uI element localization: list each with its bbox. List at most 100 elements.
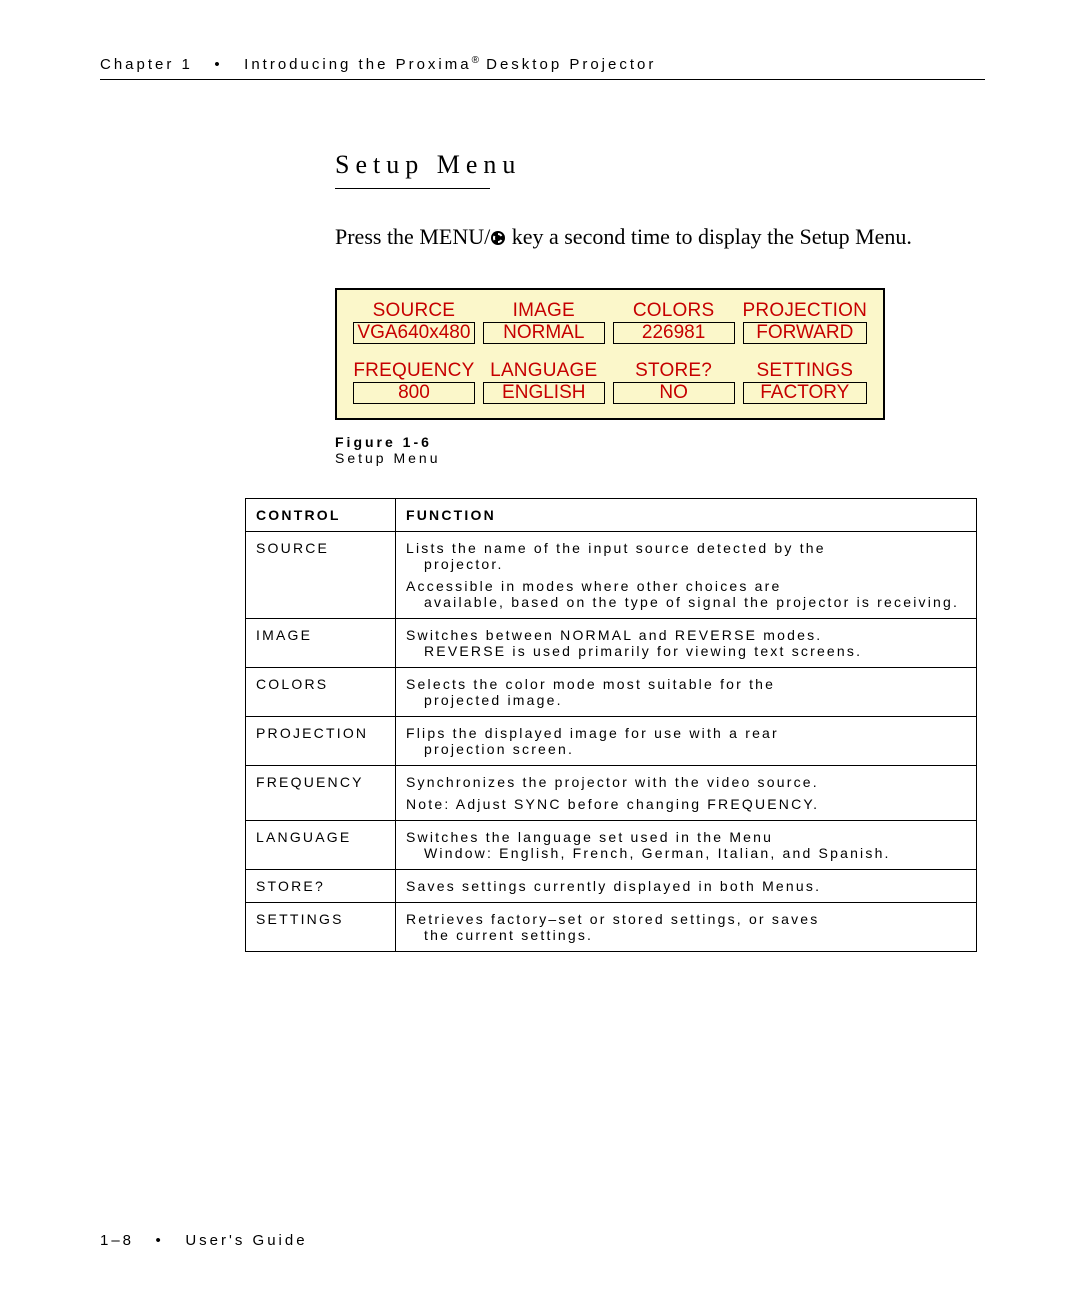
menu-value: ENGLISH <box>483 382 605 404</box>
menu-label: FREQUENCY <box>353 360 475 382</box>
func-block: Retrieves factory–set or stored settings… <box>406 911 966 943</box>
menu-label: COLORS <box>613 300 735 322</box>
func-block: Switches between NORMAL and REVERSE mode… <box>406 627 966 659</box>
table-row: COLORS Selects the color mode most suita… <box>246 667 977 716</box>
func-block: Selects the color mode most suitable for… <box>406 676 966 708</box>
menu-value: 800 <box>353 382 475 404</box>
header-rule <box>100 79 985 80</box>
menu-item-projection: PROJECTION FORWARD <box>743 300 867 344</box>
table-row: PROJECTION Flips the displayed image for… <box>246 716 977 765</box>
table-head-row: CONTROL FUNCTION <box>246 498 977 531</box>
func-lead: Switches between NORMAL and REVERSE mode… <box>406 627 822 643</box>
menu-row-spacer <box>353 344 867 360</box>
menu-value: NORMAL <box>483 322 605 344</box>
figure-number: Figure 1-6 <box>335 434 432 450</box>
th-function: FUNCTION <box>396 498 977 531</box>
page-number: 1–8 <box>100 1232 134 1249</box>
func-block: Accessible in modes where other choices … <box>406 578 966 610</box>
menu-item-colors: COLORS 226981 <box>613 300 735 344</box>
menu-value: NO <box>613 382 735 404</box>
menu-value: VGA640x480 <box>353 322 475 344</box>
th-control: CONTROL <box>246 498 396 531</box>
func-lead: Retrieves factory–set or stored settings… <box>406 911 819 927</box>
menu-label: SOURCE <box>353 300 475 322</box>
table-row: FREQUENCY Synchronizes the projector wit… <box>246 765 977 820</box>
func-rest: available, based on the type of signal t… <box>406 594 966 610</box>
cell-function: Flips the displayed image for use with a… <box>396 716 977 765</box>
chapter-text-a: Introducing the Proxima <box>244 56 471 73</box>
control-table-wrap: CONTROL FUNCTION SOURCE Lists the name o… <box>245 498 977 952</box>
func-lead: Accessible in modes where other choices … <box>406 578 782 594</box>
table-row: IMAGE Switches between NORMAL and REVERS… <box>246 618 977 667</box>
bullet: • <box>214 56 222 73</box>
table-row: LANGUAGE Switches the language set used … <box>246 820 977 869</box>
control-function-table: CONTROL FUNCTION SOURCE Lists the name o… <box>245 498 977 952</box>
func-lead: Saves settings currently displayed in bo… <box>406 878 821 894</box>
figure-caption-text: Setup Menu <box>335 450 441 466</box>
menu-value: 226981 <box>613 322 735 344</box>
func-lead: Lists the name of the input source detec… <box>406 540 826 556</box>
cell-function: Retrieves factory–set or stored settings… <box>396 902 977 951</box>
func-block: Switches the language set used in the Me… <box>406 829 966 861</box>
menu-key-icon <box>490 225 506 254</box>
cell-function: Saves settings currently displayed in bo… <box>396 869 977 902</box>
func-rest: Window: English, French, German, Italian… <box>406 845 966 861</box>
func-lead: Selects the color mode most suitable for… <box>406 676 775 692</box>
figure-caption: Figure 1-6 Setup Menu <box>335 434 980 466</box>
func-lead: Flips the displayed image for use with a… <box>406 725 779 741</box>
cell-function: Switches between NORMAL and REVERSE mode… <box>396 618 977 667</box>
menu-item-source: SOURCE VGA640x480 <box>353 300 475 344</box>
func-block: Synchronizes the projector with the vide… <box>406 774 966 790</box>
cell-control: LANGUAGE <box>246 820 396 869</box>
func-lead: Synchronizes the projector with the vide… <box>406 774 819 790</box>
intro-paragraph: Press the MENU/ key a second time to dis… <box>335 223 980 254</box>
page-footer: 1–8 • User's Guide <box>100 1232 308 1249</box>
cell-function: Switches the language set used in the Me… <box>396 820 977 869</box>
func-lead: Note: Adjust SYNC before changing FREQUE… <box>406 796 819 812</box>
menu-value: FACTORY <box>743 382 867 404</box>
cell-control: FREQUENCY <box>246 765 396 820</box>
content-column: Setup Menu Press the MENU/ key a second … <box>335 150 980 466</box>
table-row: SETTINGS Retrieves factory–set or stored… <box>246 902 977 951</box>
intro-text-a: Press the MENU/ <box>335 224 490 249</box>
registered-mark: ® <box>472 55 479 66</box>
menu-label: STORE? <box>613 360 735 382</box>
menu-label: LANGUAGE <box>483 360 605 382</box>
table-row: STORE? Saves settings currently displaye… <box>246 869 977 902</box>
chapter-prefix: Chapter 1 <box>100 56 193 73</box>
func-rest: projected image. <box>406 692 966 708</box>
cell-function: Lists the name of the input source detec… <box>396 531 977 618</box>
func-lead: Switches the language set used in the Me… <box>406 829 773 845</box>
menu-item-store: STORE? NO <box>613 360 735 404</box>
menu-item-frequency: FREQUENCY 800 <box>353 360 475 404</box>
menu-label: IMAGE <box>483 300 605 322</box>
chapter-header: Chapter 1 • Introducing the Proxima® Des… <box>100 55 985 73</box>
menu-label: PROJECTION <box>743 300 867 322</box>
bullet: • <box>156 1232 164 1249</box>
menu-item-language: LANGUAGE ENGLISH <box>483 360 605 404</box>
func-rest: projector. <box>406 556 966 572</box>
guide-label: User's Guide <box>185 1232 307 1249</box>
menu-item-settings: SETTINGS FACTORY <box>743 360 867 404</box>
menu-value: FORWARD <box>743 322 867 344</box>
func-rest: REVERSE is used primarily for viewing te… <box>406 643 966 659</box>
table-row: SOURCE Lists the name of the input sourc… <box>246 531 977 618</box>
cell-control: STORE? <box>246 869 396 902</box>
menu-grid: SOURCE VGA640x480 IMAGE NORMAL COLORS 22… <box>353 300 867 404</box>
cell-control: PROJECTION <box>246 716 396 765</box>
chapter-text-b: Desktop Projector <box>479 56 656 73</box>
menu-item-image: IMAGE NORMAL <box>483 300 605 344</box>
cell-function: Synchronizes the projector with the vide… <box>396 765 977 820</box>
cell-control: SETTINGS <box>246 902 396 951</box>
cell-control: COLORS <box>246 667 396 716</box>
func-block: Lists the name of the input source detec… <box>406 540 966 572</box>
title-underline <box>335 188 490 189</box>
func-block: Flips the displayed image for use with a… <box>406 725 966 757</box>
section-title: Setup Menu <box>335 150 980 180</box>
cell-control: IMAGE <box>246 618 396 667</box>
menu-label: SETTINGS <box>743 360 867 382</box>
cell-control: SOURCE <box>246 531 396 618</box>
func-rest: projection screen. <box>406 741 966 757</box>
setup-menu-box: SOURCE VGA640x480 IMAGE NORMAL COLORS 22… <box>335 288 885 420</box>
page: Chapter 1 • Introducing the Proxima® Des… <box>0 0 1080 1311</box>
